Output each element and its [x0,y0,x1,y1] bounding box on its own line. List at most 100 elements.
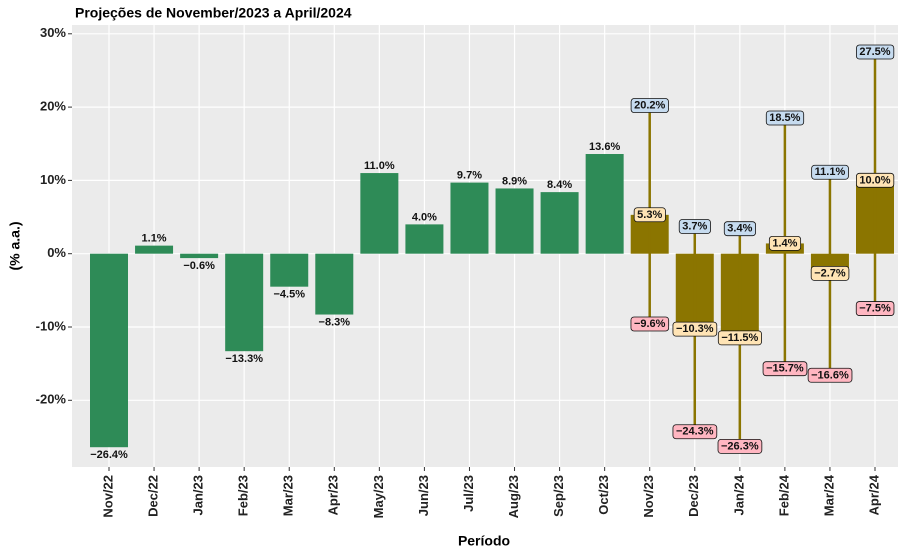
y-tick-label: -20% [36,392,67,407]
high-label-group: 3.4% [723,221,756,237]
value-label-box [768,235,802,251]
bar [360,173,399,254]
value-label-box [855,172,895,188]
low-label-group: −16.6% [807,367,853,383]
high-label-group: 11.1% [811,164,849,180]
y-axis-title: (% a.a.) [7,221,23,270]
value-label-group: −2.7% [810,265,850,281]
value-label: 11.0% [364,160,395,172]
value-label: −2.7% [814,267,846,279]
x-tick-label: Jul/23 [461,475,476,512]
x-tick-label: Mar/24 [821,474,836,516]
high-label: 20.2% [634,100,665,112]
value-label: 9.7% [457,170,482,182]
bar [135,245,174,254]
value-label: −26.4% [90,449,128,461]
low-label: −9.6% [634,318,666,330]
low-label-group: −15.7% [762,361,808,377]
high-label-box [855,44,895,60]
high-label-box [630,98,669,113]
x-axis-title: Período [458,533,510,549]
bar [450,182,489,254]
value-label-group: −10.3% [672,321,718,337]
marks: −26.4% 1.1% −0.6% −13.3% −4.5% −8.3% 11.0% 4.0%… [90,44,895,461]
x-tick-label: Sep/23 [551,475,566,517]
value-label: 10.0% [859,174,890,186]
bar [315,253,354,315]
high-label: 18.5% [769,112,800,124]
bar [180,253,219,259]
y-tick-label: 0% [47,245,66,260]
bar [225,253,264,352]
x-tick-label: Jun/23 [416,475,431,516]
value-label: 8.4% [547,179,572,191]
value-label: −13.3% [225,353,263,365]
low-label-box [762,361,808,377]
y-tick-label: -10% [36,318,67,333]
value-label: −0.6% [183,260,215,272]
high-label: 3.4% [727,223,752,235]
high-label-group: 18.5% [765,110,805,126]
x-tick-label: Dec/23 [686,475,701,517]
bar [90,253,128,448]
x-tick-label: Dec/22 [145,475,160,517]
value-label-box [672,321,718,337]
high-label: 27.5% [859,46,890,58]
value-label-box [810,265,850,281]
value-label: 8.9% [502,175,527,187]
value-label-box [717,330,762,346]
low-label-box [855,301,895,316]
high-label-group: 3.7% [678,219,711,234]
x-tick-label: Feb/24 [776,474,791,516]
low-label: −7.5% [859,303,891,315]
high-label-box [811,164,849,180]
high-label-group: 27.5% [855,44,895,60]
value-label-group: 5.3% [633,207,666,223]
value-label: −10.3% [676,323,714,335]
x-tick-label: Jan/23 [191,475,206,515]
x-tick-label: Apr/23 [326,475,341,515]
y-tick-label: 10% [40,172,66,187]
high-label-group: 20.2% [630,98,669,113]
low-label: −16.6% [811,369,849,381]
low-label-group: −7.5% [855,301,895,316]
value-label-group: 1.4% [768,235,802,251]
x-tick-label: Apr/24 [866,474,881,515]
low-label-box [717,438,763,454]
low-label-group: −24.3% [672,424,718,440]
bar [540,192,579,254]
value-label: −11.5% [721,332,758,344]
chart-title: Projeções de November/2023 a April/2024 [75,5,352,21]
x-tick-label: Aug/23 [506,475,521,518]
low-label: −15.7% [766,363,804,375]
bar [405,224,444,254]
low-label-group: −9.6% [630,316,670,332]
high-label-box [678,219,711,234]
value-label: 13.6% [589,141,620,153]
high-label: 3.7% [682,220,707,232]
value-label: 1.1% [142,233,167,245]
high-label: 11.1% [815,166,846,178]
low-label-box [807,367,853,383]
high-label-box [723,221,756,237]
x-tick-label: Nov/22 [100,475,115,518]
high-label-box [765,110,805,126]
x-tick-label: Nov/23 [641,475,656,518]
low-label: −24.3% [676,426,714,438]
x-tick-label: May/23 [371,475,386,518]
value-label: −4.5% [273,289,305,301]
value-label: 5.3% [637,209,662,221]
value-label-box [633,207,666,223]
y-tick-label: 30% [40,25,66,40]
x-tick-label: Feb/23 [236,475,251,516]
value-label: 4.0% [412,211,437,223]
y-tick-label: 20% [40,99,66,114]
value-label-group: 10.0% [855,172,895,188]
value-label-group: −11.5% [717,330,762,346]
value-label: −8.3% [319,316,351,328]
x-tick-label: Oct/23 [596,475,611,515]
low-label-box [672,424,718,440]
bar [270,253,309,287]
bar [585,154,624,254]
